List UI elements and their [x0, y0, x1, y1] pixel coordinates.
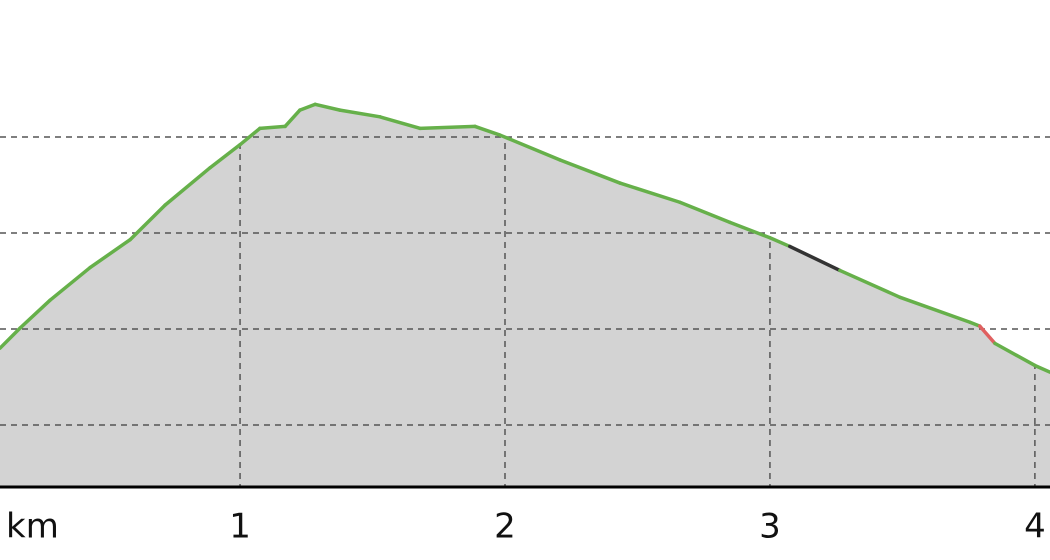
elevation-segment — [968, 320, 982, 328]
elevation-segment — [978, 324, 997, 346]
x-tick-label: 1 — [229, 507, 251, 547]
elevation-segment — [838, 268, 902, 300]
elevation-segment — [378, 115, 422, 131]
elevation-segment — [558, 158, 622, 185]
elevation-segment — [18, 298, 52, 330]
elevation-segment — [788, 244, 842, 273]
elevation-segment — [313, 102, 342, 112]
elevation-segment — [298, 102, 317, 112]
elevation-segment — [768, 236, 792, 249]
elevation-segment — [728, 220, 772, 240]
elevation-segment — [898, 295, 972, 325]
elevation-segment — [0, 326, 22, 350]
x-tick-label: 4 — [1024, 507, 1046, 547]
elevation-segment — [48, 265, 92, 302]
elevation-segment — [618, 181, 682, 205]
elevation-segment — [338, 108, 382, 119]
elevation-segment — [208, 142, 242, 170]
elevation-segment — [163, 165, 212, 207]
elevation-segment — [473, 124, 502, 137]
elevation-segment — [678, 200, 732, 225]
elevation-segment — [498, 133, 562, 162]
elevation-segment — [418, 124, 477, 131]
elevation-segment — [258, 124, 287, 131]
elevation-segment — [283, 108, 302, 129]
elevation-segment — [993, 341, 1037, 368]
x-axis-label: km — [6, 507, 59, 547]
elevation-segment — [128, 203, 167, 242]
elevation-segment — [88, 237, 132, 270]
elevation-segment — [238, 126, 262, 147]
x-tick-label: 2 — [494, 507, 516, 547]
elevation-segment — [1033, 363, 1050, 374]
x-tick-label: 3 — [759, 507, 781, 547]
elevation-area — [0, 104, 1050, 488]
